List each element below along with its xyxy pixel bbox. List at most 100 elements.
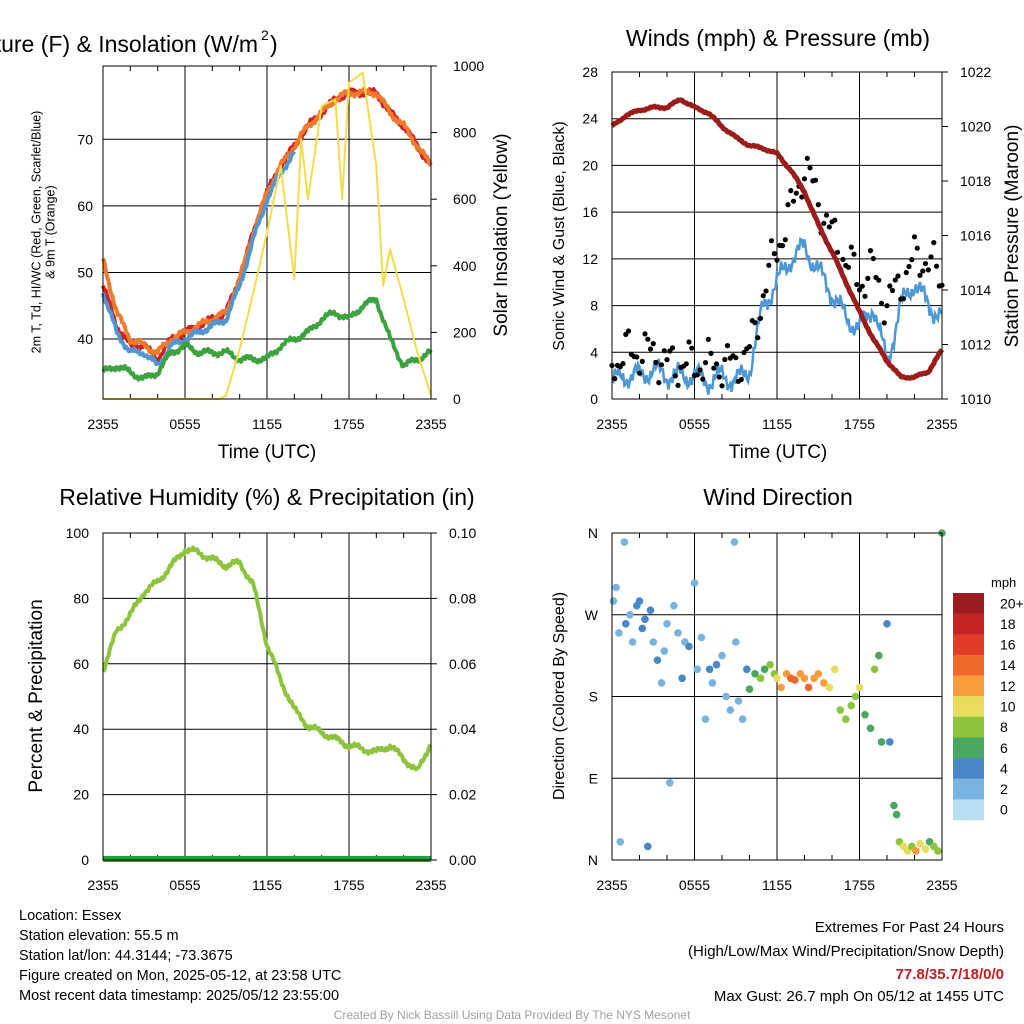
wind-gust-point <box>738 376 744 383</box>
colorbar-label: 2 <box>1000 781 1008 797</box>
wind-gust-point <box>686 339 692 345</box>
wind-gust-point <box>788 188 794 194</box>
wind-gust-point <box>848 244 854 250</box>
temp-series-line-3 <box>101 296 433 382</box>
wind-gust-point <box>697 367 703 373</box>
wind-gust-point <box>845 264 852 270</box>
wind-gust-point <box>708 350 714 356</box>
colorbar-label: 4 <box>1000 760 1008 776</box>
wind-gust-point <box>768 238 775 244</box>
rh-y-axis-label: Percent & Precipitation <box>26 599 47 792</box>
rh-y2-tick-label: 0.10 <box>449 525 476 541</box>
wind-gust-point <box>889 287 896 294</box>
dir-point <box>678 674 686 683</box>
colorbar-swatch <box>953 799 984 821</box>
temp-y-tick-label: 40 <box>77 331 93 347</box>
wind-gust-point <box>752 320 758 326</box>
dir-y-tick-label: N <box>588 852 598 868</box>
rh-y-tick-label: 40 <box>73 721 89 737</box>
wind-gust-point <box>920 268 926 274</box>
dir-point <box>609 597 618 605</box>
dir-point <box>718 651 726 660</box>
colorbar-label: 20+ <box>1000 595 1024 611</box>
station-latlon: Station lat/lon: 44.3144; -73.3675 <box>19 948 233 964</box>
dir-x-tick-label: 0555 <box>679 877 710 893</box>
dir-x-tick-label: 2355 <box>596 877 627 893</box>
wind-y2-tick-label: 1014 <box>960 282 991 298</box>
dir-point <box>751 670 759 678</box>
colorbar-label: 18 <box>1000 616 1016 632</box>
rh-frame <box>102 532 432 861</box>
wind-y2-tick-label: 1012 <box>960 337 991 353</box>
wind-gust-point <box>928 254 934 260</box>
colorbar-swatch <box>953 758 984 779</box>
rh-y2-tick-label: 0.04 <box>449 721 476 737</box>
rh-line <box>101 545 433 772</box>
temp-y-axis-label-line1: 2m T, Td, HI/WC (Red, Green, Scarlet/Blu… <box>29 111 43 354</box>
wind-gust-point <box>672 373 678 379</box>
wind-gust-point <box>658 362 665 368</box>
temp-y2-axis-label: Solar Insolation (Yellow) <box>491 133 512 336</box>
dir-point <box>693 665 702 674</box>
dir-point <box>886 738 894 746</box>
wind-gust-point <box>867 248 874 254</box>
dir-x-tick-label: 1155 <box>762 877 792 893</box>
dir-point <box>842 715 850 723</box>
wind-gust-point <box>785 202 791 208</box>
wind-gust-point <box>931 240 937 246</box>
wind-gust-point <box>870 255 876 262</box>
wind-gust-point <box>634 354 640 360</box>
temp-x-tick-label: 0555 <box>169 416 200 432</box>
wind-gust-point <box>900 296 907 302</box>
colorbar-label: 12 <box>1000 678 1016 694</box>
wind-gust-point <box>642 331 648 337</box>
dir-point <box>626 611 634 619</box>
rh-x-tick-label: 2355 <box>87 877 118 893</box>
wind-y2-tick-label: 1016 <box>960 228 991 244</box>
dir-point <box>851 692 860 701</box>
wind-gust-point <box>799 194 805 200</box>
wind-gust-point <box>661 348 667 354</box>
temp-y2-tick-label: 0 <box>453 391 461 407</box>
wind-gust-point <box>713 361 720 367</box>
temp-y-tick-label: 60 <box>77 198 93 214</box>
dir-point <box>800 674 809 683</box>
dir-point <box>712 660 721 669</box>
rh-y2-tick-label: 0.02 <box>449 787 476 803</box>
rh-y2-tick-label: 0.06 <box>449 656 476 672</box>
dir-point <box>690 579 699 587</box>
wind-gust-point <box>636 370 643 376</box>
wind-y-tick-label: 8 <box>590 298 598 314</box>
temp-series-line-1 <box>101 86 432 356</box>
dir-title: Wind Direction <box>703 484 853 510</box>
colorbar-unit: mph <box>991 575 1016 590</box>
dir-point <box>791 676 799 684</box>
wind-gust-point <box>639 358 645 364</box>
dir-point <box>875 651 883 660</box>
dir-x-tick-label: 2355 <box>926 877 957 893</box>
wind-gust-point <box>722 356 728 363</box>
wind-gust-point <box>807 165 813 171</box>
wind-gust-point <box>669 345 676 351</box>
temp-y2-tick-label: 400 <box>453 258 477 274</box>
wind-gust-point <box>782 237 788 243</box>
wind-gust-point <box>733 355 739 361</box>
wind-gust-point <box>755 335 761 341</box>
wind-gust-point <box>856 287 863 293</box>
station-location: Location: Essex <box>19 908 122 924</box>
wind-gust-point <box>645 336 651 342</box>
wind-y-tick-label: 20 <box>582 157 598 173</box>
extremes-values: 77.8/35.7/18/0/0 <box>895 966 1004 983</box>
temp-x-tick-label: 2355 <box>87 416 118 432</box>
dir-point <box>663 620 671 628</box>
dir-point <box>649 638 658 646</box>
dir-point <box>730 538 739 546</box>
dir-point <box>685 642 693 651</box>
extremes-subtitle: (High/Low/Max Wind/Precipitation/Snow De… <box>688 943 1004 960</box>
most-recent-timestamp: Most recent data timestamp: 2025/05/12 2… <box>19 988 340 1004</box>
colorbar-swatch <box>953 778 984 800</box>
dir-y-tick-label: N <box>588 525 598 541</box>
max-gust: Max Gust: 26.7 mph On 05/12 at 1455 UTC <box>713 988 1004 1005</box>
wind-gust-point <box>650 341 656 347</box>
rh-y-tick-label: 0 <box>81 852 89 868</box>
